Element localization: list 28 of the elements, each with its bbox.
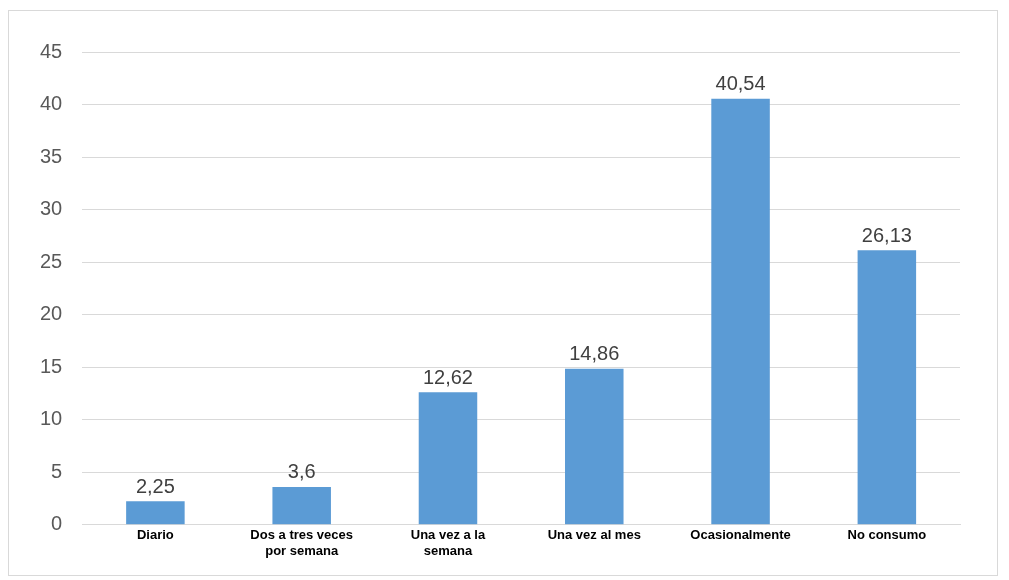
bar xyxy=(711,98,770,525)
bar xyxy=(565,368,624,525)
y-tick-label: 25 xyxy=(40,249,63,272)
y-tick-label: 40 xyxy=(40,92,63,115)
data-label: 12,62 xyxy=(422,365,474,388)
y-tick-label: 45 xyxy=(40,39,63,62)
data-label: 3,6 xyxy=(287,460,316,483)
y-tick-label: 10 xyxy=(40,407,63,430)
bar xyxy=(272,486,331,525)
x-tick-label: Una vez a la semana xyxy=(410,527,486,558)
y-tick-label: 30 xyxy=(40,197,63,220)
data-label: 26,13 xyxy=(861,223,912,246)
x-tick-label: Diario xyxy=(136,527,174,543)
bar xyxy=(857,250,917,525)
x-tick-label: Ocasionalmente xyxy=(690,527,791,543)
data-label: 40,54 xyxy=(715,72,766,95)
data-label: 14,86 xyxy=(569,342,620,365)
x-tick-label: Dos a tres veces por semana xyxy=(250,527,353,558)
y-tick-label: 35 xyxy=(40,144,63,167)
y-tick-label: 15 xyxy=(40,354,63,377)
bar xyxy=(126,501,185,525)
x-tick-label: No consumo xyxy=(847,527,927,543)
y-tick-label: 20 xyxy=(40,302,63,325)
data-label: 2,25 xyxy=(135,474,175,497)
x-tick-label: Una vez al mes xyxy=(547,527,641,543)
bar xyxy=(418,392,478,525)
y-tick-label: 5 xyxy=(51,459,63,482)
y-tick-label: 0 xyxy=(51,512,63,535)
